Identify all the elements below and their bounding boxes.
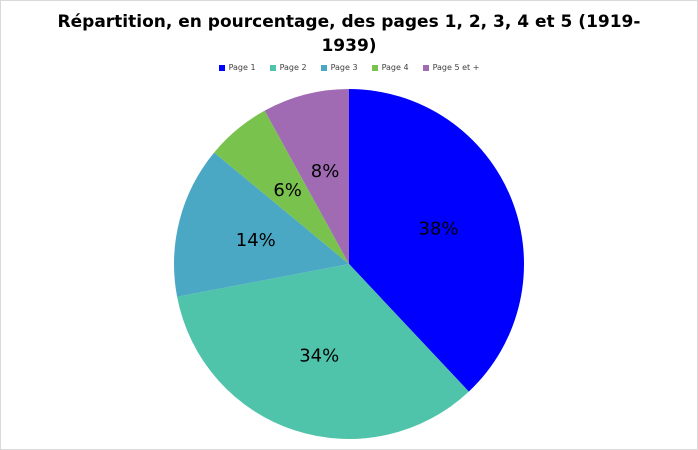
pie-slice-page-2 — [177, 264, 469, 439]
slice-data-label: 34% — [299, 346, 339, 367]
pie-slice-page-1 — [349, 89, 524, 392]
legend-label: Page 5 et + — [432, 63, 480, 72]
legend-item-page-2: Page 2 — [269, 63, 307, 72]
pie-slice-page-4 — [214, 110, 349, 264]
slice-data-label: 38% — [418, 219, 458, 240]
legend-label: Page 3 — [330, 63, 358, 72]
legend-swatch — [422, 64, 429, 71]
legend-label: Page 2 — [279, 63, 307, 72]
legend-swatch — [371, 64, 378, 71]
slice-data-label: 14% — [236, 230, 276, 251]
legend-item-page-1: Page 1 — [218, 63, 256, 72]
legend-item-page-3: Page 3 — [320, 63, 358, 72]
legend-label: Page 1 — [228, 63, 256, 72]
legend-item-page-5-plus: Page 5 et + — [422, 63, 480, 72]
legend-swatch — [269, 64, 276, 71]
slice-data-label: 6% — [273, 180, 302, 201]
pie-slice-page-3 — [174, 152, 349, 297]
legend-swatch — [320, 64, 327, 71]
legend-swatch — [218, 64, 225, 71]
chart-title: Répartition, en pourcentage, des pages 1… — [57, 12, 641, 56]
legend-label: Page 4 — [381, 63, 409, 72]
slice-data-label: 8% — [311, 161, 340, 182]
legend-item-page-4: Page 4 — [371, 63, 409, 72]
legend: Page 1 Page 2 Page 3 Page 4 Page 5 et + — [0, 63, 698, 72]
pie-slice-page-5-et — [264, 89, 349, 264]
